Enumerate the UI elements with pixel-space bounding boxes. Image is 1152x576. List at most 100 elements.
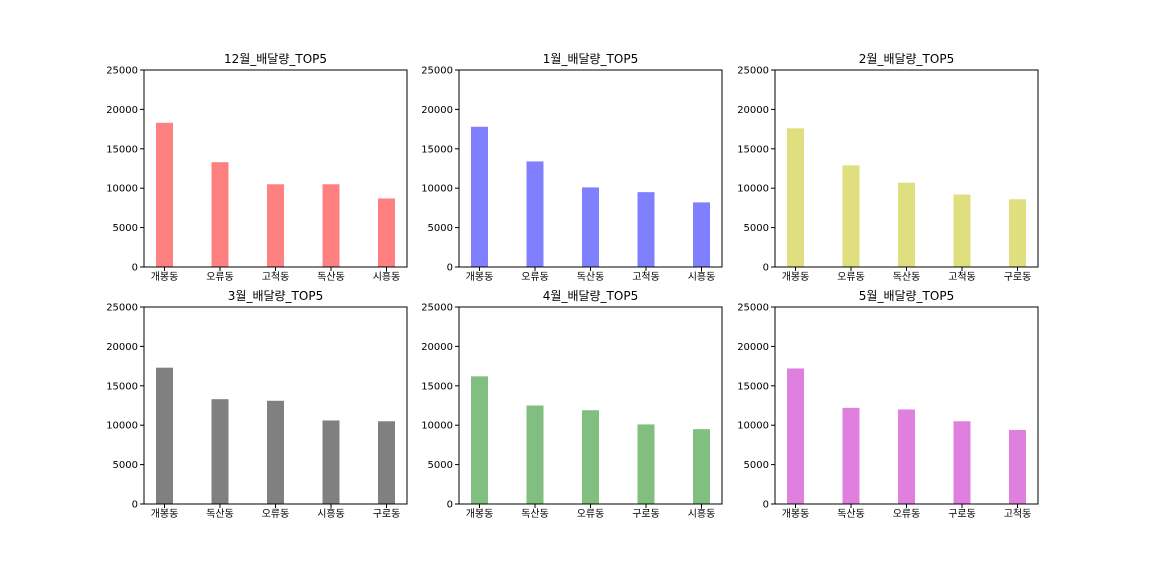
bar xyxy=(693,202,710,267)
bar xyxy=(211,162,229,267)
x-tick-label: 오류동 xyxy=(206,271,234,283)
bar xyxy=(953,194,971,267)
y-tick-label: 15000 xyxy=(106,381,138,392)
x-tick-label: 오류동 xyxy=(577,508,605,520)
y-tick-label: 10000 xyxy=(421,421,453,432)
x-tick-label: 개봉동 xyxy=(466,271,494,283)
y-tick-label: 20000 xyxy=(421,342,453,353)
x-tick-label: 고척동 xyxy=(1004,508,1032,520)
x-tick-label: 구로동 xyxy=(373,508,401,520)
bar xyxy=(267,400,284,504)
chart-title: 4월_배달량_TOP5 xyxy=(543,289,638,303)
subplot-5: 5월_배달량_TOP5 0 5000 10000 15000 20000 25000 개봉동 독… xyxy=(737,289,1039,520)
bar xyxy=(842,165,860,267)
x-tick-label: 개봉동 xyxy=(151,271,179,283)
bar xyxy=(842,407,860,504)
y-tick-label: 5000 xyxy=(113,223,138,234)
chart-title: 2월_배달량_TOP5 xyxy=(859,52,954,66)
y-tick-label: 10000 xyxy=(106,421,138,432)
x-tick-label: 오류동 xyxy=(837,271,865,283)
bar xyxy=(471,126,488,268)
subplot-3: 3월_배달량_TOP5 0 5000 10000 15000 20000 25000 개봉동 독… xyxy=(106,289,408,520)
x-tick-label: 시흥동 xyxy=(373,270,401,283)
bar xyxy=(787,368,804,504)
y-tick-label: 25000 xyxy=(737,303,769,314)
bar xyxy=(526,161,544,267)
bar xyxy=(582,187,599,267)
y-tick-label: 0 xyxy=(763,263,769,274)
y-tick-label: 0 xyxy=(447,500,453,511)
bar xyxy=(1009,199,1026,267)
x-tick-label: 고척동 xyxy=(948,271,976,283)
bar xyxy=(898,409,915,504)
x-tick-label: 오류동 xyxy=(262,508,290,520)
subplot-4: 4월_배달량_TOP5 0 5000 10000 15000 20000 25000 개봉동 독… xyxy=(421,289,723,520)
y-tick-label: 25000 xyxy=(106,66,138,77)
chart-title: 12월_배달량_TOP5 xyxy=(224,52,327,66)
x-tick-label: 독산동 xyxy=(837,508,865,520)
y-tick-label: 15000 xyxy=(106,144,138,155)
y-tick-label: 5000 xyxy=(428,460,453,471)
bar xyxy=(953,421,971,504)
bar xyxy=(378,198,395,267)
y-tick-label: 0 xyxy=(447,263,453,274)
chart-title: 1월_배달량_TOP5 xyxy=(543,52,638,66)
bar xyxy=(156,367,173,504)
y-tick-label: 20000 xyxy=(421,105,453,116)
y-tick-label: 5000 xyxy=(744,223,769,234)
bar xyxy=(322,420,340,504)
y-tick-label: 15000 xyxy=(737,144,769,155)
bar xyxy=(693,429,710,504)
y-tick-label: 15000 xyxy=(737,381,769,392)
x-tick-label: 구로동 xyxy=(948,508,976,520)
x-tick-label: 독산동 xyxy=(317,271,345,283)
x-tick-label: 고척동 xyxy=(262,271,290,283)
x-tick-label: 구로동 xyxy=(1004,271,1032,283)
x-tick-label: 오류동 xyxy=(521,271,549,283)
bar xyxy=(582,410,599,504)
y-tick-label: 20000 xyxy=(737,342,769,353)
y-tick-label: 10000 xyxy=(421,184,453,195)
x-tick-label: 시흥동 xyxy=(688,507,716,520)
subplot-0: 12월_배달량_TOP5 0 5000 10000 15000 20000 25000 개봉동… xyxy=(106,52,408,283)
y-tick-label: 25000 xyxy=(106,303,138,314)
chart-title: 3월_배달량_TOP5 xyxy=(228,289,323,303)
x-tick-label: 시흥동 xyxy=(317,507,345,520)
y-tick-label: 25000 xyxy=(421,303,453,314)
y-tick-label: 0 xyxy=(132,500,138,511)
y-tick-label: 5000 xyxy=(744,460,769,471)
bar xyxy=(156,122,173,268)
chart-title: 5월_배달량_TOP5 xyxy=(859,289,954,303)
bar xyxy=(267,184,284,267)
y-tick-label: 5000 xyxy=(113,460,138,471)
y-tick-label: 20000 xyxy=(106,105,138,116)
y-tick-label: 20000 xyxy=(106,342,138,353)
bar xyxy=(526,405,544,504)
y-tick-label: 0 xyxy=(132,263,138,274)
bar xyxy=(211,399,229,504)
y-tick-label: 15000 xyxy=(421,381,453,392)
x-tick-label: 독산동 xyxy=(206,508,234,520)
y-tick-label: 5000 xyxy=(428,223,453,234)
subplot-2: 2월_배달량_TOP5 0 5000 10000 15000 20000 25000 개봉동 오… xyxy=(737,52,1039,283)
x-tick-label: 개봉동 xyxy=(466,508,494,520)
x-tick-label: 오류동 xyxy=(893,508,921,520)
x-tick-label: 시흥동 xyxy=(688,270,716,283)
x-tick-label: 개봉동 xyxy=(151,508,179,520)
x-tick-label: 고척동 xyxy=(632,271,660,283)
x-tick-label: 독산동 xyxy=(521,508,549,520)
subplot-1: 1월_배달량_TOP5 0 5000 10000 15000 20000 25000 개봉동 오… xyxy=(421,52,723,283)
x-tick-label: 개봉동 xyxy=(782,508,810,520)
bar xyxy=(322,184,340,267)
y-tick-label: 10000 xyxy=(737,421,769,432)
bar xyxy=(637,424,655,504)
y-tick-label: 0 xyxy=(763,500,769,511)
x-tick-label: 독산동 xyxy=(577,271,605,283)
y-tick-label: 10000 xyxy=(106,184,138,195)
y-tick-label: 10000 xyxy=(737,184,769,195)
x-tick-label: 개봉동 xyxy=(782,271,810,283)
y-tick-label: 15000 xyxy=(421,144,453,155)
x-tick-label: 구로동 xyxy=(632,508,660,520)
bar xyxy=(1009,429,1026,504)
